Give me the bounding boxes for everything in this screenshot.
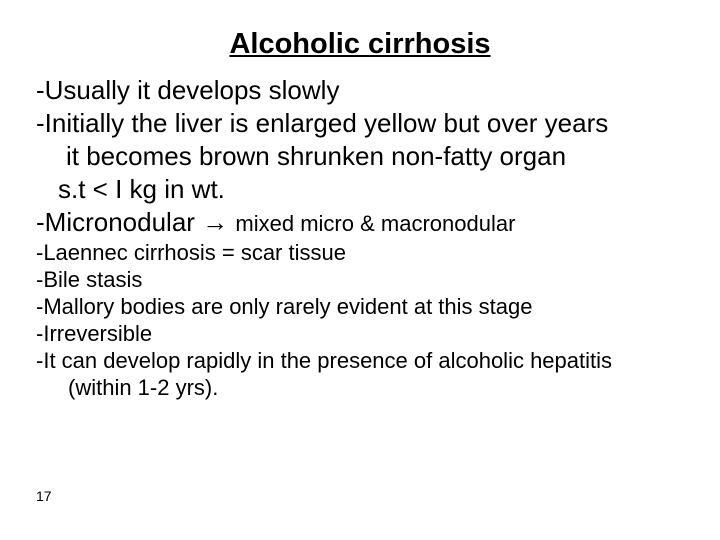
primary-points-block: -Usually it develops slowly -Initially t… [36, 75, 684, 238]
point-micronodular: -Micronodular → mixed micro & macronodul… [36, 207, 684, 238]
secondary-points-block: -Laennec cirrhosis = scar tissue -Bile s… [36, 240, 684, 401]
slide-title: Alcoholic cirrhosis [36, 28, 684, 61]
point-liver-enlarged: -Initially the liver is enlarged yellow … [36, 108, 684, 139]
point-mallory-bodies: -Mallory bodies are only rarely evident … [36, 294, 684, 320]
point-irreversible: -Irreversible [36, 321, 684, 347]
point-micronodular-main: -Micronodular → [36, 207, 235, 237]
point-rapid-develop: -It can develop rapidly in the presence … [36, 348, 684, 374]
point-rapid-develop-cont: (within 1-2 yrs). [36, 375, 684, 401]
point-develops-slowly: -Usually it develops slowly [36, 75, 684, 106]
point-bile-stasis: -Bile stasis [36, 267, 684, 293]
page-number: 17 [36, 488, 52, 504]
point-liver-enlarged-cont1: it becomes brown shrunken non-fatty orga… [36, 141, 684, 172]
point-micronodular-sub: mixed micro & macronodular [235, 211, 515, 236]
point-laennec: -Laennec cirrhosis = scar tissue [36, 240, 684, 266]
point-liver-enlarged-cont2: s.t < I kg in wt. [36, 174, 684, 205]
